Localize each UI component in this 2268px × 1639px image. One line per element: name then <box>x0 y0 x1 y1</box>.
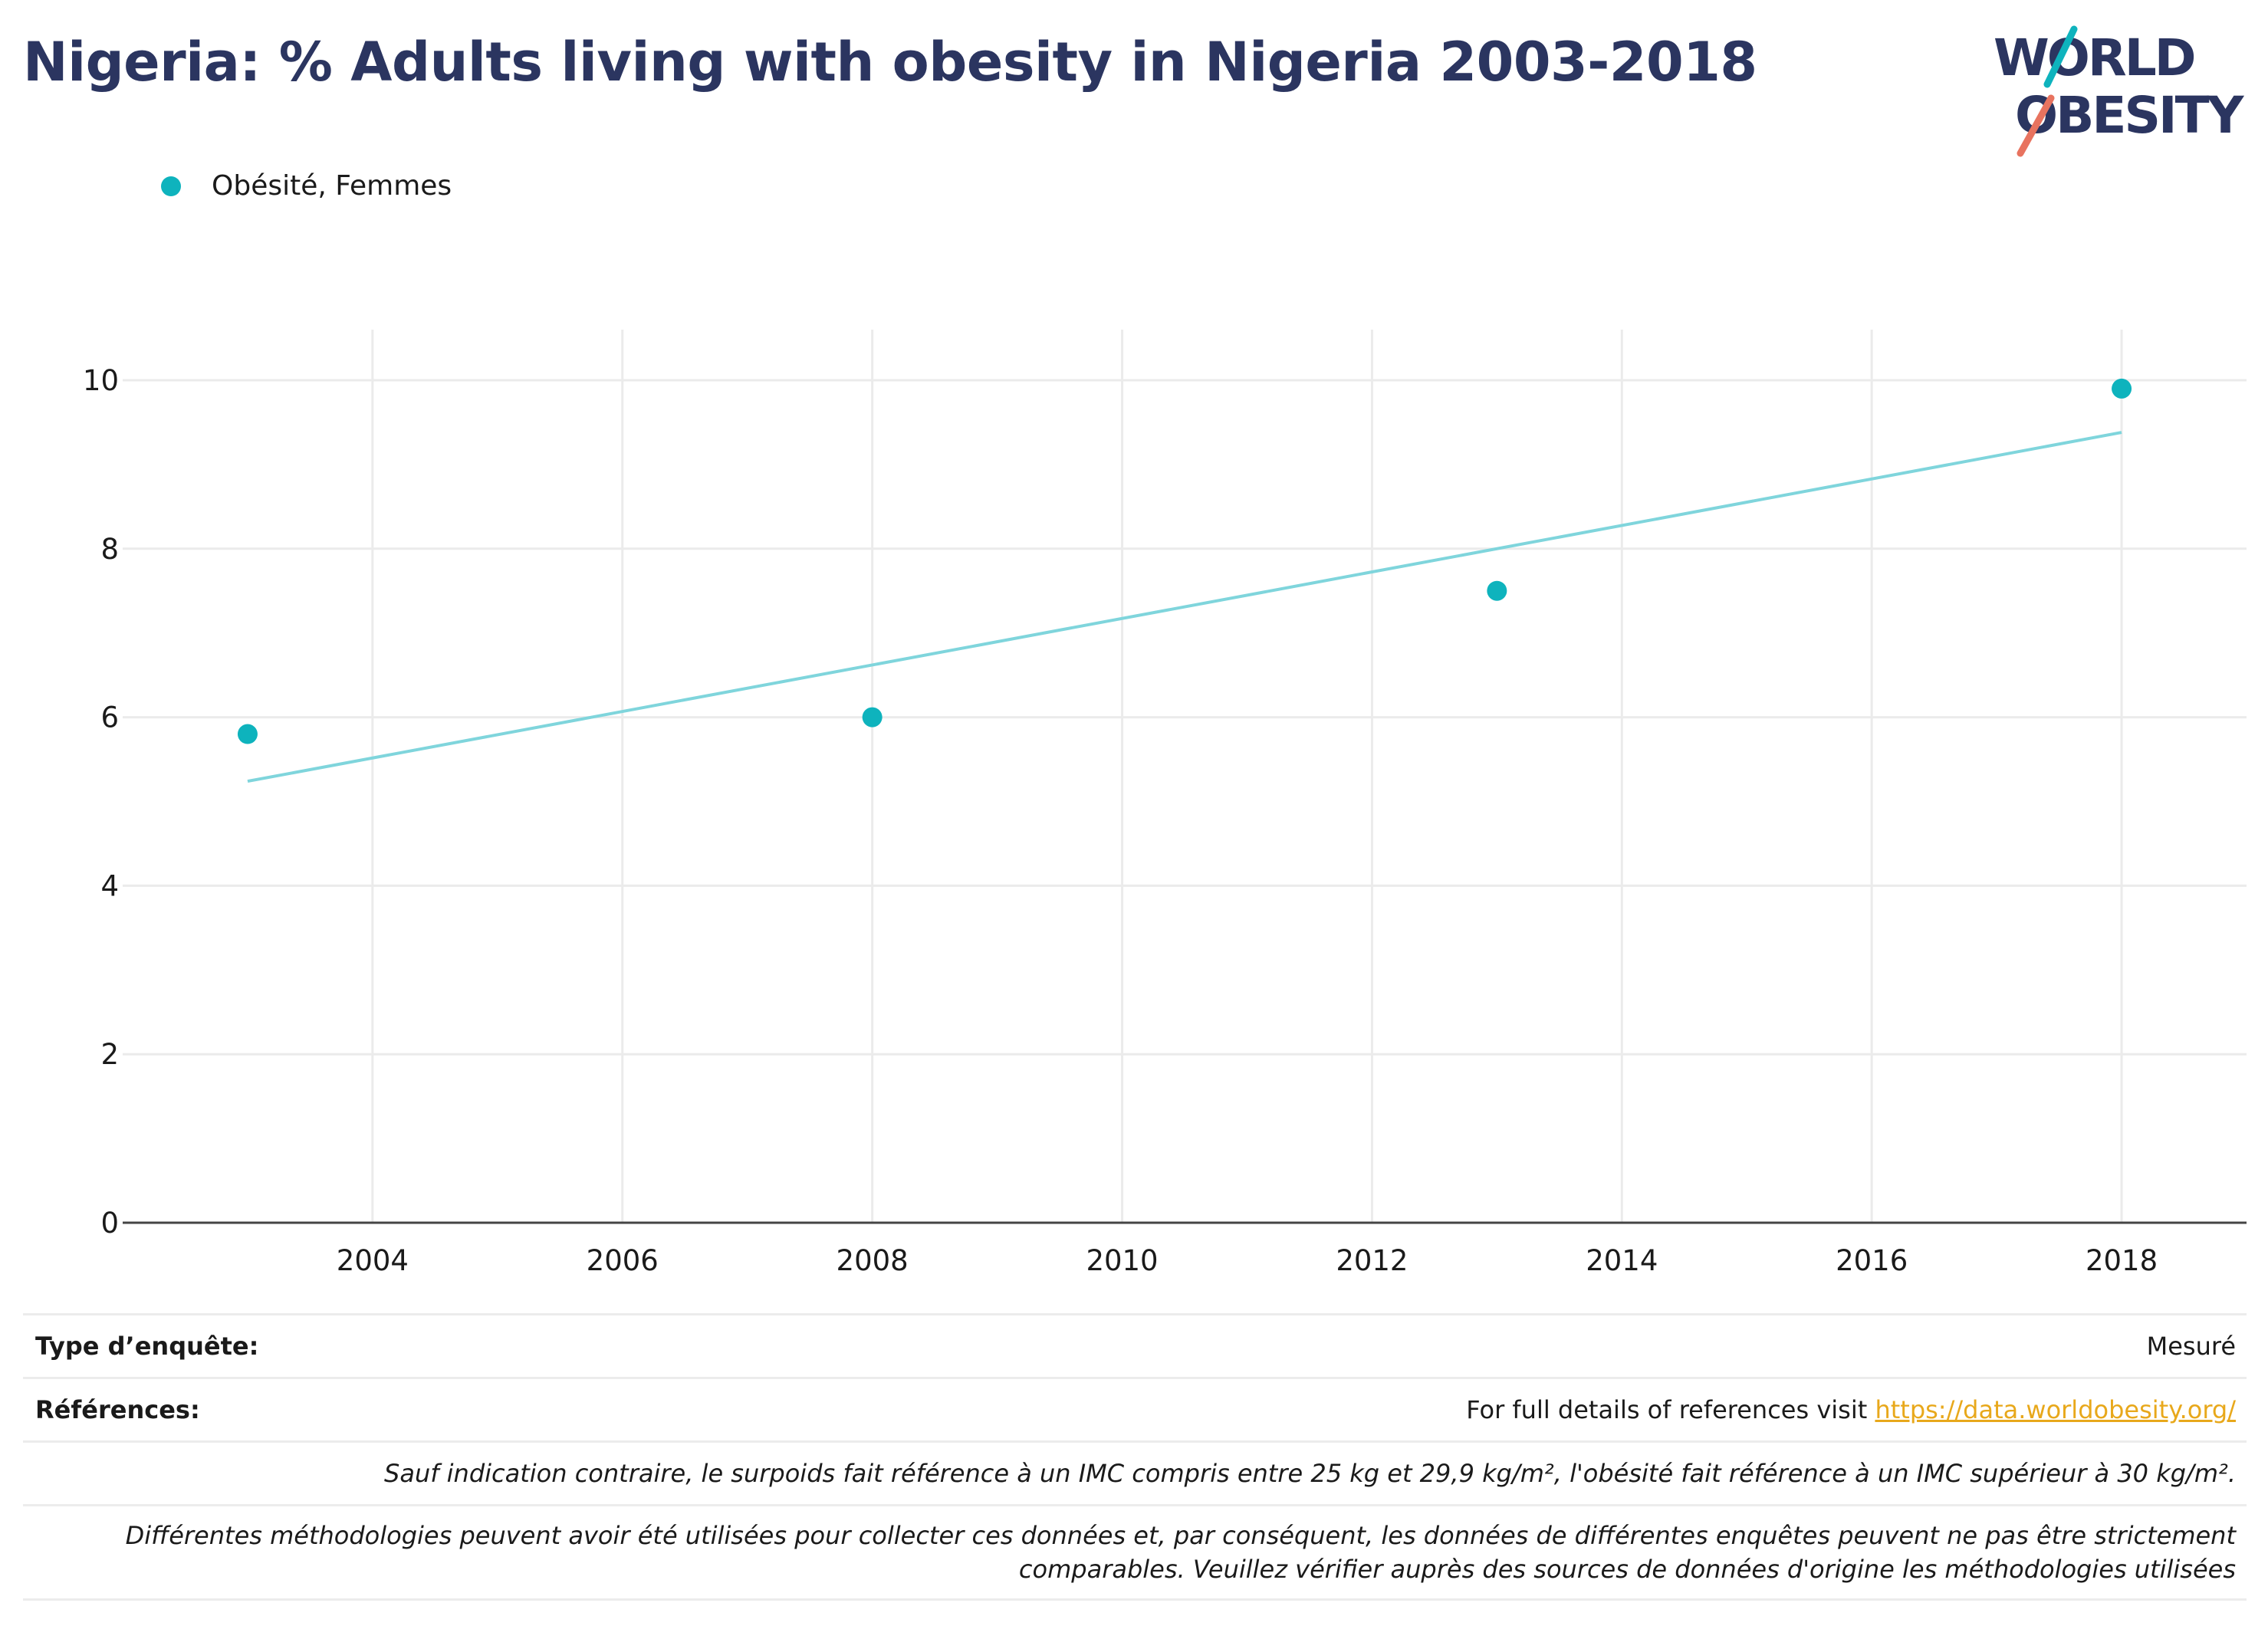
info-table: Type d’enquête: Mesuré Références: For f… <box>23 1313 2247 1601</box>
methodology-note-line-1: Différentes méthodologies peuvent avoir … <box>125 1521 2236 1550</box>
world-obesity-logo: WORLD OBESITY <box>1994 25 2247 157</box>
x-tick-label: 2008 <box>837 1244 909 1277</box>
x-tick-label: 2010 <box>1086 1244 1158 1277</box>
data-point <box>237 724 258 744</box>
references-row: Références: For full details of referenc… <box>23 1377 2247 1440</box>
survey-type-row: Type d’enquête: Mesuré <box>23 1313 2247 1377</box>
svg-text:WORLD: WORLD <box>1994 28 2194 87</box>
survey-type-value: Mesuré <box>2146 1332 2236 1361</box>
data-point <box>1487 580 1507 601</box>
svg-text:OBESITY: OBESITY <box>2015 86 2245 145</box>
legend-label: Obésité, Femmes <box>212 170 452 202</box>
x-tick-label: 2014 <box>1586 1244 1658 1277</box>
y-tick-label: 4 <box>100 869 119 902</box>
legend-marker-icon <box>161 176 181 196</box>
points-layer <box>237 378 2132 744</box>
y-tick-label: 0 <box>100 1207 119 1240</box>
trendline-layer <box>247 431 2122 783</box>
y-tick-label: 10 <box>83 364 119 397</box>
methodology-note-row: Différentes méthodologies peuvent avoir … <box>23 1504 2247 1601</box>
references-value: For full details of references visit htt… <box>1466 1395 2236 1424</box>
references-label: Références: <box>35 1395 200 1424</box>
methodology-note-line-2: comparables. Veuillez vérifier auprès de… <box>1018 1555 2236 1584</box>
methodology-note: Différentes méthodologies peuvent avoir … <box>35 1519 2236 1586</box>
bmi-note-row: Sauf indication contraire, le surpoids f… <box>23 1440 2247 1504</box>
x-tick-label: 2018 <box>2086 1244 2158 1277</box>
survey-type-label: Type d’enquête: <box>35 1332 259 1361</box>
grid <box>123 330 2247 1223</box>
y-tick-label: 6 <box>100 701 119 734</box>
data-point <box>862 707 883 728</box>
axes: 2004 2006 2008 2010 2012 2014 2016 2018 0 2 4 6 8 10 <box>83 364 2247 1277</box>
references-text: For full details of references visit <box>1466 1395 1875 1424</box>
y-tick-label: 2 <box>100 1038 119 1071</box>
trendline <box>247 431 2122 783</box>
references-link[interactable]: https://data.worldobesity.org/ <box>1875 1395 2236 1424</box>
x-tick-label: 2016 <box>1836 1244 1908 1277</box>
data-point <box>2112 378 2132 399</box>
y-tick-label: 8 <box>100 533 119 566</box>
page-title: Nigeria: % Adults living with obesity in… <box>23 31 1757 94</box>
legend: Obésité, Femmes <box>161 170 452 202</box>
scatter-chart: 2004 2006 2008 2010 2012 2014 2016 2018 0 2 4 6 8 10 <box>83 330 2247 1277</box>
x-tick-label: 2006 <box>587 1244 659 1277</box>
x-tick-label: 2004 <box>337 1244 409 1277</box>
bmi-note: Sauf indication contraire, le surpoids f… <box>384 1459 2236 1488</box>
x-tick-label: 2012 <box>1336 1244 1408 1277</box>
